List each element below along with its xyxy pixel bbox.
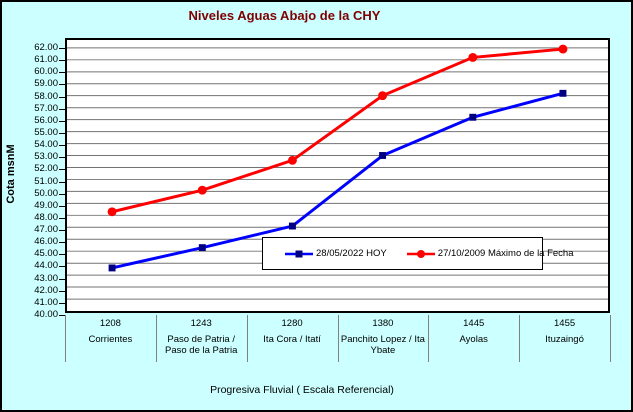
y-tick-label: 41.00: [34, 296, 58, 308]
y-tick-label: 54.00: [34, 139, 58, 151]
category-separator: [246, 315, 248, 362]
legend-sample: [406, 249, 435, 258]
y-tick-label: 58.00: [34, 90, 58, 102]
y-tick-mark: [59, 254, 65, 256]
y-tick-mark: [59, 242, 65, 244]
y-tick-mark: [59, 302, 65, 304]
y-tick-label: 52.00: [34, 163, 58, 175]
legend-item: 28/05/2022 HOY: [285, 248, 387, 259]
x-category-km: 1243: [190, 318, 212, 329]
series-line: [111, 47, 564, 214]
y-tick-mark: [59, 132, 65, 134]
legend-sample: [285, 250, 313, 257]
data-point: [468, 53, 478, 62]
legend-label: 27/10/2009 Máximo de la Fecha: [437, 248, 574, 259]
data-point: [107, 207, 117, 217]
category-separator: [155, 315, 157, 362]
x-category: 1280 Ita Cora / Itatí: [248, 318, 337, 362]
y-tick-mark: [59, 60, 65, 62]
data-point: [108, 264, 116, 272]
y-tick-mark: [59, 145, 65, 147]
x-category: 1380 Panchito Lopez / Ita Ybate: [339, 318, 428, 362]
y-tick-label: 48.00: [34, 211, 58, 223]
x-axis-title: Progresiva Fluvial ( Escala Referencial): [210, 384, 394, 396]
data-point: [558, 44, 568, 54]
chart-title: Niveles Aguas Abajo de la CHY: [188, 8, 381, 23]
x-category-km: 1445: [463, 318, 485, 329]
y-tick-mark: [59, 96, 65, 98]
x-category-name: Paso de Patria / Paso de la Patria: [165, 334, 238, 356]
x-category-name: Ayolas: [459, 334, 488, 345]
y-tick-mark: [59, 278, 65, 280]
y-tick-mark: [59, 193, 65, 195]
y-tick-mark: [59, 84, 65, 86]
y-tick-label: 49.00: [34, 199, 58, 211]
y-tick-label: 57.00: [34, 102, 58, 114]
y-tick-mark: [59, 266, 65, 268]
legend-label: 28/05/2022 HOY: [316, 248, 387, 259]
x-category: 1455 Ituzaingó: [520, 318, 609, 362]
y-tick-label: 50.00: [34, 187, 58, 199]
category-separator: [519, 315, 521, 362]
x-category-name: Ituzaingó: [545, 334, 584, 345]
y-tick-mark: [59, 181, 65, 183]
x-category-name: Ita Cora / Itatí: [263, 334, 321, 345]
y-tick-label: 40.00: [34, 309, 58, 320]
x-category-km: 1380: [372, 318, 394, 329]
y-tick-label: 43.00: [34, 272, 58, 284]
category-separator: [65, 315, 66, 362]
y-tick-mark: [59, 108, 65, 110]
y-tick-label: 45.00: [34, 248, 58, 260]
category-separator: [337, 315, 339, 362]
x-category: 1208 Corrientes: [66, 318, 155, 362]
data-point: [379, 152, 387, 159]
category-separator: [428, 315, 430, 362]
y-tick-mark: [59, 217, 65, 219]
x-category: 1243 Paso de Patria / Paso de la Patria: [157, 318, 246, 362]
y-tick-mark: [59, 169, 65, 171]
y-tick-label: 62.00: [34, 42, 58, 53]
data-point: [378, 91, 388, 101]
data-point: [559, 89, 567, 97]
x-category-name: Corrientes: [88, 334, 133, 345]
y-tick-label: 60.00: [34, 66, 58, 78]
series-line: [111, 91, 564, 270]
y-tick-label: 56.00: [34, 114, 58, 126]
x-category-km: 1455: [554, 318, 576, 329]
x-category-km: 1208: [99, 318, 121, 329]
y-tick-label: 42.00: [34, 284, 58, 296]
y-tick-label: 47.00: [34, 224, 58, 236]
x-category: 1445 Ayolas: [429, 318, 518, 362]
y-tick-label: 59.00: [34, 78, 58, 90]
y-tick-mark: [59, 72, 65, 74]
data-point: [197, 185, 207, 195]
y-tick-label: 46.00: [34, 236, 58, 248]
y-tick-mark: [59, 120, 65, 122]
y-tick-mark: [59, 157, 65, 159]
y-tick-mark: [59, 48, 65, 49]
y-tick-mark: [59, 290, 65, 292]
y-tick-label: 55.00: [34, 126, 58, 138]
y-tick-mark: [59, 230, 65, 232]
y-tick-label: 51.00: [34, 175, 58, 187]
x-category-km: 1280: [281, 318, 303, 329]
category-separator: [610, 315, 611, 362]
x-category-name: Panchito Lopez / Ita Ybate: [340, 334, 425, 356]
y-tick-label: 53.00: [34, 151, 58, 163]
legend-item: 27/10/2009 Máximo de la Fecha: [406, 248, 574, 259]
y-tick-label: 44.00: [34, 260, 58, 272]
data-point: [287, 155, 297, 165]
plot-area: [65, 38, 610, 313]
y-tick-mark: [59, 205, 65, 207]
y-tick-mark: [59, 315, 65, 316]
data-point: [288, 222, 296, 230]
data-point: [198, 244, 206, 252]
series-plot: [67, 44, 608, 300]
data-point: [469, 113, 477, 121]
y-tick-label: 61.00: [34, 54, 58, 66]
legend: 28/05/2022 HOY 27/10/2009 Máximo de la Fe…: [262, 237, 574, 270]
